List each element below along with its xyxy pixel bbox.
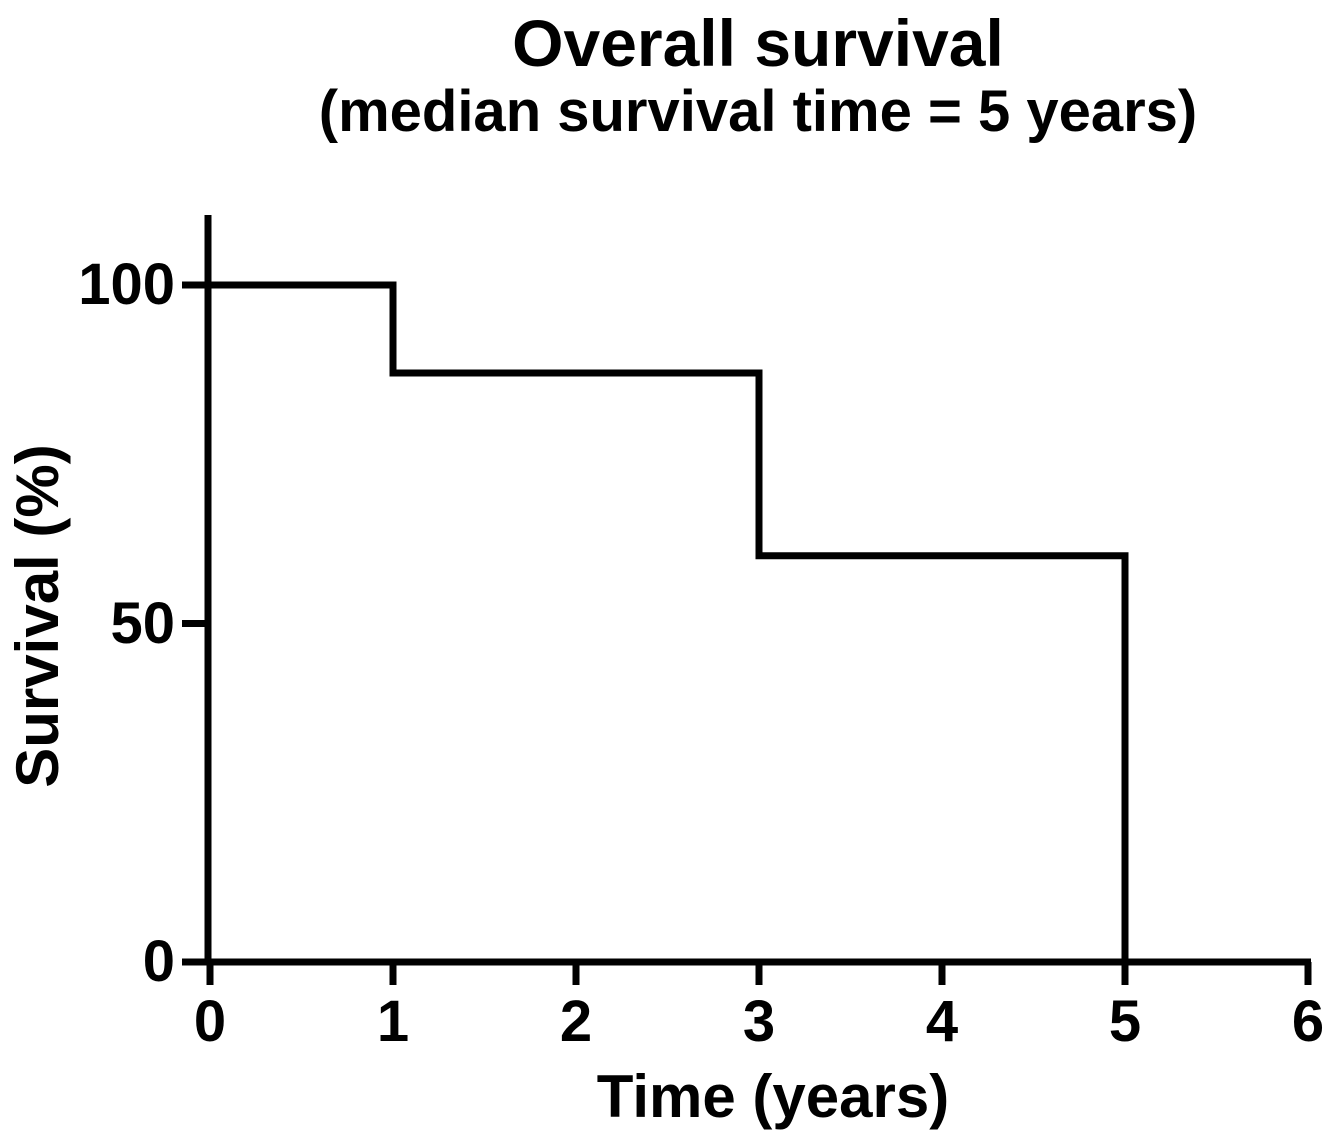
x-tick-label-1: 1 [376,989,410,1054]
x-tick-label-5: 5 [1108,989,1142,1054]
x-tick-label-2: 2 [559,989,593,1054]
x-tick-label-4: 4 [925,989,959,1054]
x-axis-label: Time (years) [596,1063,950,1130]
y-tick-label-100: 100 [78,252,175,317]
chart-subtitle: (median survival time = 5 years) [318,79,1198,144]
x-tick-label-0: 0 [193,989,227,1054]
x-tick-label-3: 3 [742,989,776,1054]
survival-curve-line [210,281,1129,962]
chart-title-block: Overall survival (median survival time =… [208,6,1308,144]
x-tick-label-6: 6 [1291,989,1325,1054]
y-tick-label-0: 0 [142,929,175,994]
chart-title: Overall survival [512,6,1004,80]
y-tick-label-50: 50 [110,590,175,656]
